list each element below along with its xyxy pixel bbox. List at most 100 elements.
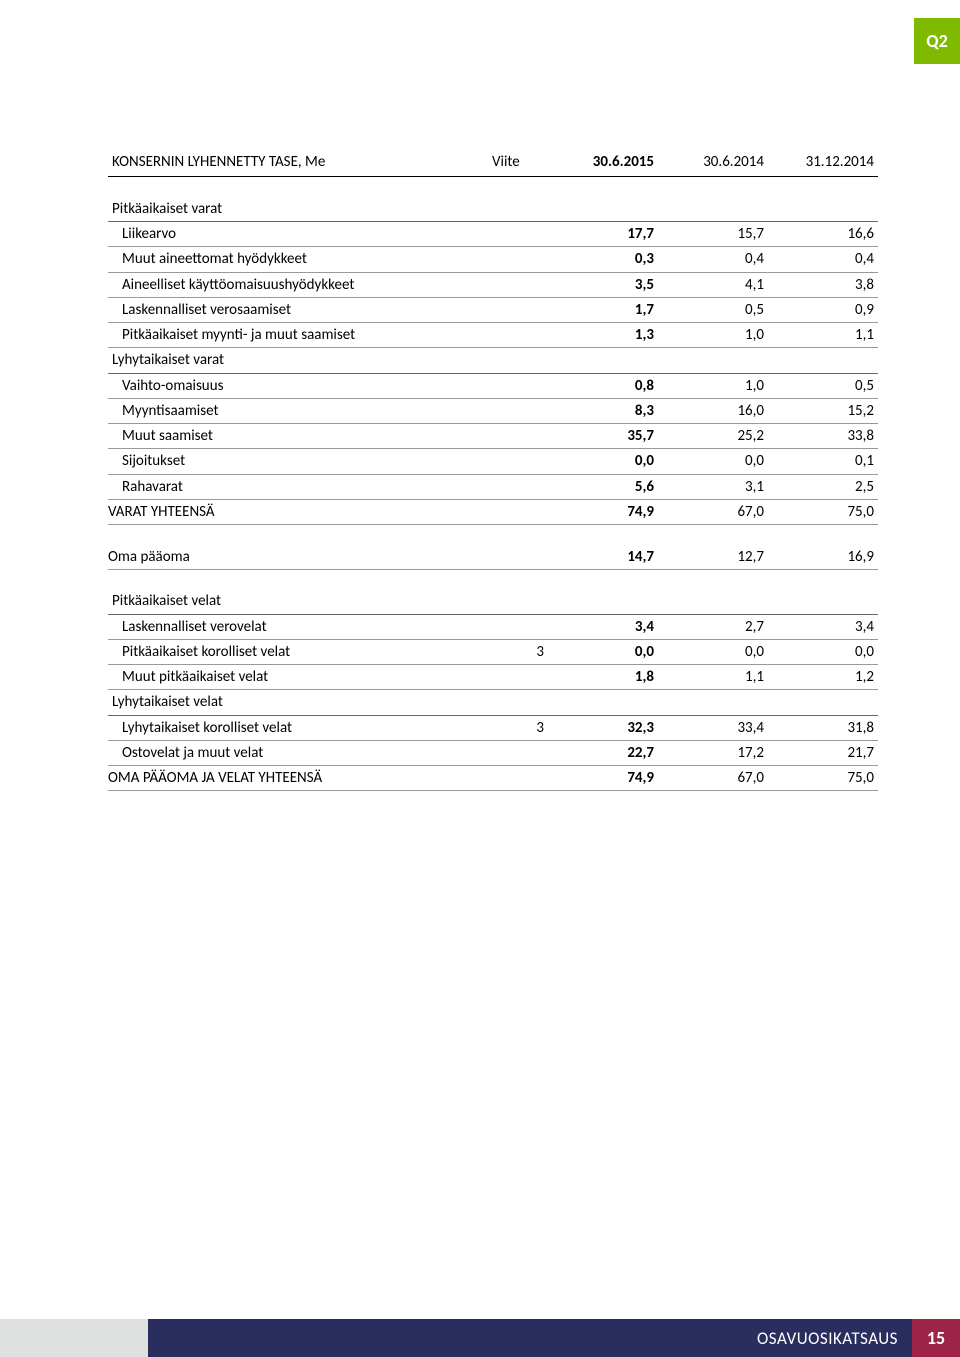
row-label: Vaihto-omaisuus bbox=[108, 373, 488, 398]
row-v2: 15,7 bbox=[658, 222, 768, 247]
row-v2: 1,0 bbox=[658, 373, 768, 398]
row-v3: 33,8 bbox=[768, 424, 878, 449]
row-v3: 0,0 bbox=[768, 639, 878, 664]
row-viite: 3 bbox=[488, 639, 548, 664]
row-v3: 0,1 bbox=[768, 449, 878, 474]
header-col2: 30.6.2014 bbox=[658, 150, 768, 177]
section-label: Pitkäaikaiset varat bbox=[108, 197, 488, 222]
row-v3: 75,0 bbox=[768, 766, 878, 791]
row-v3: 21,7 bbox=[768, 740, 878, 765]
table-row: Myyntisaamiset 8,316,015,2 bbox=[108, 398, 878, 423]
row-v1: 3,5 bbox=[548, 272, 658, 297]
row-v1: 14,7 bbox=[548, 545, 658, 570]
row-label: OMA PÄÄOMA JA VELAT YHTEENSÄ bbox=[108, 766, 488, 791]
row-v1: 74,9 bbox=[548, 766, 658, 791]
row-v2: 0,5 bbox=[658, 297, 768, 322]
table-row: Muut aineettomat hyödykkeet0,30,40,4 bbox=[108, 247, 878, 272]
row-v1: 5,6 bbox=[548, 474, 658, 499]
table-row: Ostovelat ja muut velat 22,717,221,7 bbox=[108, 740, 878, 765]
table-row: Rahavarat 5,63,12,5 bbox=[108, 474, 878, 499]
row-v1: 8,3 bbox=[548, 398, 658, 423]
table-row: Laskennalliset verosaamiset1,70,50,9 bbox=[108, 297, 878, 322]
row-v2: 17,2 bbox=[658, 740, 768, 765]
row-v1: 0,3 bbox=[548, 247, 658, 272]
row-v1: 1,3 bbox=[548, 323, 658, 348]
row-v2: 33,4 bbox=[658, 715, 768, 740]
table-row: Pitkäaikaiset korolliset velat30,00,00,0 bbox=[108, 639, 878, 664]
row-v1: 0,8 bbox=[548, 373, 658, 398]
row-v2: 0,0 bbox=[658, 639, 768, 664]
row-v1: 17,7 bbox=[548, 222, 658, 247]
row-v3: 1,1 bbox=[768, 323, 878, 348]
row-v1: 74,9 bbox=[548, 499, 658, 524]
row-v3: 0,9 bbox=[768, 297, 878, 322]
table-row: Vaihto-omaisuus 0,81,00,5 bbox=[108, 373, 878, 398]
table-row: Laskennalliset verovelat3,42,73,4 bbox=[108, 614, 878, 639]
row-label: Pitkäaikaiset korolliset velat bbox=[108, 639, 488, 664]
header-col1: 30.6.2015 bbox=[548, 150, 658, 177]
table-row: Aineelliset käyttöomaisuushyödykkeet 3,54… bbox=[108, 272, 878, 297]
row-label: Ostovelat ja muut velat bbox=[108, 740, 488, 765]
row-v1: 0,0 bbox=[548, 449, 658, 474]
row-label: Myyntisaamiset bbox=[108, 398, 488, 423]
header-col3: 31.12.2014 bbox=[768, 150, 878, 177]
row-v1: 1,7 bbox=[548, 297, 658, 322]
row-v3: 3,4 bbox=[768, 614, 878, 639]
row-v2: 4,1 bbox=[658, 272, 768, 297]
row-v3: 1,2 bbox=[768, 665, 878, 690]
row-v3: 16,6 bbox=[768, 222, 878, 247]
row-v2: 67,0 bbox=[658, 499, 768, 524]
row-v1: 35,7 bbox=[548, 424, 658, 449]
row-v1: 32,3 bbox=[548, 715, 658, 740]
balance-sheet-table: KONSERNIN LYHENNETTY TASE, Me Viite 30.6… bbox=[108, 150, 878, 791]
page-number: 15 bbox=[912, 1319, 960, 1357]
section-label: Pitkäaikaiset velat bbox=[108, 589, 488, 614]
row-label: Oma pääoma bbox=[108, 545, 488, 570]
row-label: Sijoitukset bbox=[108, 449, 488, 474]
row-v2: 1,1 bbox=[658, 665, 768, 690]
row-label: Muut saamiset bbox=[108, 424, 488, 449]
total-equity-liabilities-row: OMA PÄÄOMA JA VELAT YHTEENSÄ 74,967,075,0 bbox=[108, 766, 878, 791]
row-v2: 16,0 bbox=[658, 398, 768, 423]
row-v1: 22,7 bbox=[548, 740, 658, 765]
row-v2: 67,0 bbox=[658, 766, 768, 791]
section-noncurrent-liabilities: Pitkäaikaiset velat bbox=[108, 589, 878, 614]
footer-left-block bbox=[0, 1319, 148, 1357]
row-v3: 0,4 bbox=[768, 247, 878, 272]
row-v3: 3,8 bbox=[768, 272, 878, 297]
table-row: Sijoitukset0,00,00,1 bbox=[108, 449, 878, 474]
row-v3: 2,5 bbox=[768, 474, 878, 499]
table-row: Pitkäaikaiset myynti- ja muut saamiset1,… bbox=[108, 323, 878, 348]
row-v1: 3,4 bbox=[548, 614, 658, 639]
section-noncurrent-assets: Pitkäaikaiset varat bbox=[108, 197, 878, 222]
row-v2: 0,0 bbox=[658, 449, 768, 474]
section-current-assets: Lyhytaikaiset varat bbox=[108, 348, 878, 373]
row-v2: 3,1 bbox=[658, 474, 768, 499]
row-v3: 31,8 bbox=[768, 715, 878, 740]
row-label: VARAT YHTEENSÄ bbox=[108, 499, 488, 524]
row-v3: 0,5 bbox=[768, 373, 878, 398]
row-v3: 16,9 bbox=[768, 545, 878, 570]
equity-row: Oma pääoma14,712,716,9 bbox=[108, 545, 878, 570]
total-assets-row: VARAT YHTEENSÄ 74,967,075,0 bbox=[108, 499, 878, 524]
section-current-liabilities: Lyhytaikaiset velat bbox=[108, 690, 878, 715]
row-v3: 15,2 bbox=[768, 398, 878, 423]
row-label: Rahavarat bbox=[108, 474, 488, 499]
row-v2: 0,4 bbox=[658, 247, 768, 272]
row-v3: 75,0 bbox=[768, 499, 878, 524]
row-v2: 25,2 bbox=[658, 424, 768, 449]
row-v1: 1,8 bbox=[548, 665, 658, 690]
table-row: Liikearvo 17,715,716,6 bbox=[108, 222, 878, 247]
section-label: Lyhytaikaiset velat bbox=[108, 690, 488, 715]
row-v2: 1,0 bbox=[658, 323, 768, 348]
row-v1: 0,0 bbox=[548, 639, 658, 664]
row-label: Lyhytaikaiset korolliset velat bbox=[108, 715, 488, 740]
page-footer: OSAVUOSIKATSAUS 15 bbox=[0, 1319, 960, 1357]
row-label: Aineelliset käyttöomaisuushyödykkeet bbox=[108, 272, 488, 297]
header-title: KONSERNIN LYHENNETTY TASE, Me bbox=[108, 150, 488, 177]
table-row: Muut pitkäaikaiset velat1,81,11,2 bbox=[108, 665, 878, 690]
table-row: Muut saamiset 35,725,233,8 bbox=[108, 424, 878, 449]
row-label: Liikearvo bbox=[108, 222, 488, 247]
header-viite: Viite bbox=[488, 150, 548, 177]
row-v2: 2,7 bbox=[658, 614, 768, 639]
